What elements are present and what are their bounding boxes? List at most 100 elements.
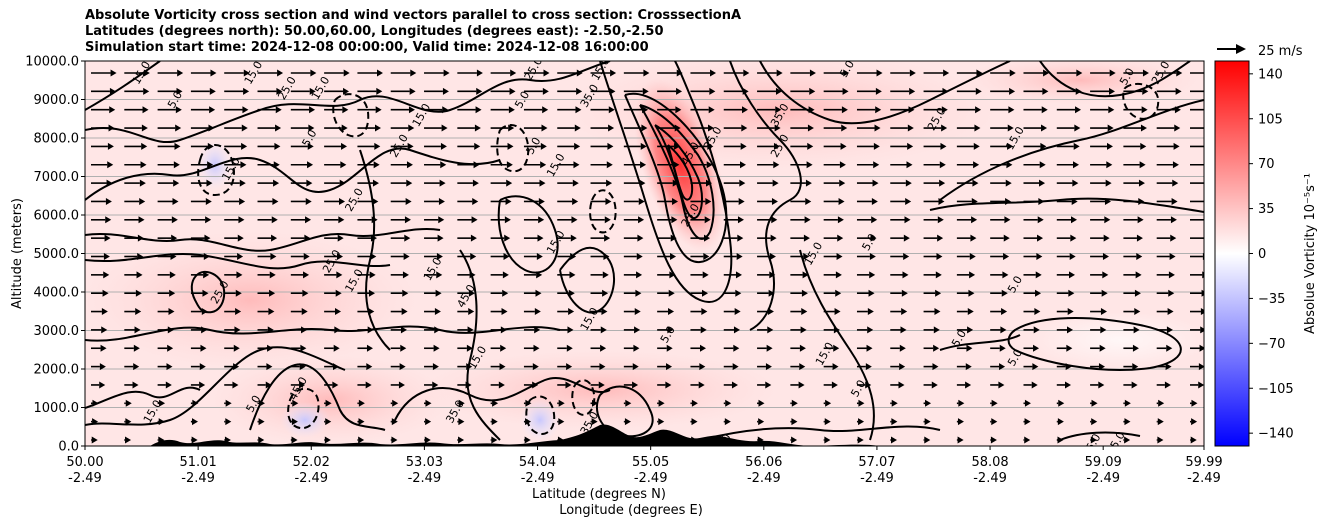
wind-vector-head [869, 271, 876, 279]
wind-vector-head [891, 418, 898, 426]
wind-vector [224, 179, 246, 187]
wind-vector-head [871, 216, 878, 224]
wind-vector [124, 197, 146, 205]
wind-vector-head [967, 308, 974, 316]
wind-vector [1156, 124, 1181, 132]
wind-vector [424, 344, 440, 352]
wind-vector [723, 106, 748, 114]
wind-vector-head [1172, 179, 1179, 187]
wind-vector [823, 216, 844, 224]
wind-vector [990, 106, 1015, 114]
wind-vector-head [324, 436, 331, 444]
wind-vector [157, 308, 175, 316]
wind-vector-head [140, 161, 147, 169]
wind-vector [956, 106, 982, 114]
wind-vector [457, 381, 472, 389]
wind-vector-head [476, 69, 483, 77]
wind-vector [1190, 289, 1204, 297]
wind-vector-head [1164, 381, 1171, 389]
wind-vector [523, 106, 549, 114]
wind-vector [956, 271, 976, 279]
wind-vector [923, 216, 944, 224]
wind-vector [557, 216, 578, 224]
wind-vector-head [1098, 381, 1105, 389]
wind-vector-head [925, 399, 932, 407]
wind-vector [490, 289, 509, 297]
wind-vector-head [366, 363, 373, 371]
wind-vector-head [299, 381, 306, 389]
wind-vector [723, 142, 747, 150]
wind-vector-head [1040, 142, 1047, 150]
wind-vector [1190, 418, 1198, 426]
wind-vector-head [741, 124, 748, 132]
wind-vector [723, 381, 738, 389]
wind-vector [190, 436, 198, 444]
wind-vector-head [406, 161, 413, 169]
wind-vector [1090, 87, 1115, 95]
wind-vector [923, 234, 944, 242]
wind-vector-head [907, 124, 914, 132]
wind-vector [590, 271, 609, 279]
wind-vector-head [1070, 234, 1077, 242]
wind-vector-head [1142, 69, 1149, 77]
wind-vector [190, 197, 212, 205]
wind-vector-head [1106, 161, 1113, 169]
wind-vector-head [174, 142, 181, 150]
wind-vector [224, 197, 246, 205]
wind-vector [757, 197, 778, 205]
wind-vector-head [191, 436, 198, 444]
wind-vector [923, 308, 941, 316]
wind-vector-head [1169, 253, 1176, 260]
wind-vector [91, 253, 110, 260]
wind-vector-head [372, 179, 379, 187]
wind-vector [224, 216, 245, 224]
wind-vector-head [839, 179, 846, 187]
wind-vector-head [991, 399, 998, 407]
wind-vector [490, 234, 511, 242]
wind-vector-head [743, 69, 750, 77]
wind-vector [1056, 197, 1078, 205]
wind-vector-head [241, 124, 248, 132]
wind-vector [1190, 436, 1197, 444]
wind-vector [424, 399, 432, 407]
y-tick-label: 3000.0 [34, 324, 80, 339]
wind-vector [823, 87, 849, 95]
wind-vector [1023, 216, 1044, 224]
wind-vector [390, 344, 407, 352]
wind-vector [490, 381, 505, 389]
wind-vector [190, 289, 209, 297]
wind-vector-head [209, 106, 216, 114]
wind-vector [257, 271, 276, 279]
wind-vector [1190, 108, 1204, 111]
wind-vector [224, 234, 244, 242]
wind-vector-head [591, 418, 598, 426]
wind-vector [1090, 161, 1113, 169]
wind-vector [357, 308, 375, 316]
wind-vector [190, 271, 210, 279]
wind-vector-head [443, 69, 450, 77]
wind-vector [124, 216, 145, 224]
wind-vector [1056, 399, 1065, 407]
wind-vector-head [341, 124, 348, 132]
wind-vector-head [539, 179, 546, 187]
wind-vector [1023, 399, 1031, 407]
wind-vector [990, 161, 1013, 169]
wind-vector-head [142, 106, 149, 114]
wind-vector [956, 381, 972, 389]
wind-vector-head [1167, 308, 1174, 316]
wind-vector [490, 308, 508, 316]
wind-vector-head [770, 234, 777, 242]
wind-vector [723, 436, 731, 444]
wind-vector-head [937, 234, 944, 242]
wind-vector-head [166, 363, 173, 371]
wind-vector-head [1075, 106, 1082, 114]
wind-vector-head [205, 197, 212, 205]
wind-vector-head [169, 271, 176, 279]
negative-contour [496, 124, 530, 173]
wind-vector [424, 106, 449, 114]
wind-vector-head [767, 326, 774, 334]
wind-vector-head [168, 308, 175, 316]
wind-vector [357, 106, 382, 114]
wind-vector [523, 253, 543, 260]
wind-vector [357, 381, 372, 389]
